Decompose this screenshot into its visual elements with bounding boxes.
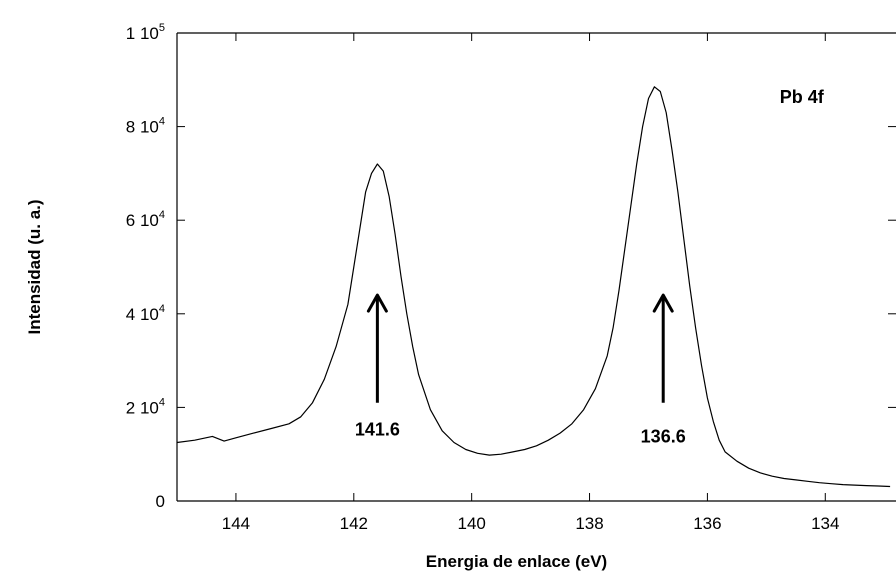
y-tick-label: 1 105 <box>126 22 165 43</box>
y-tick-label: 8 104 <box>126 116 165 137</box>
peak-energy-label: 136.6 <box>641 427 686 447</box>
spectrum-line <box>176 86 891 488</box>
y-tick-label: 4 104 <box>126 303 165 324</box>
x-tick-label: 134 <box>811 514 839 533</box>
peak-arrow-head <box>652 293 674 313</box>
y-tick-label: 0 <box>156 492 165 511</box>
series-layer <box>176 86 891 488</box>
peak-region-label: Pb 4f <box>780 87 825 107</box>
x-tick-label: 136 <box>693 514 721 533</box>
y-tick-label: 6 104 <box>126 209 165 230</box>
peak-energy-label: 141.6 <box>355 419 400 439</box>
x-tick-label: 144 <box>222 514 250 533</box>
y-tick-label: 2 104 <box>126 396 165 417</box>
tick-layer: 144 142 140 138 136 134 0 2 104 4 104 6 104 8 104 1… <box>126 22 896 533</box>
plot-frame <box>176 32 896 502</box>
x-tick-label: 138 <box>575 514 603 533</box>
x-tick-label: 142 <box>340 514 368 533</box>
peak-arrow-head <box>366 293 388 313</box>
annotation-layer: Pb 4f 141.6 136.6 <box>355 87 825 446</box>
y-axis-label: Intensidad (u. a.) <box>25 199 44 334</box>
x-axis-label: Energia de enlace (eV) <box>426 552 607 571</box>
x-tick-label: 140 <box>457 514 485 533</box>
